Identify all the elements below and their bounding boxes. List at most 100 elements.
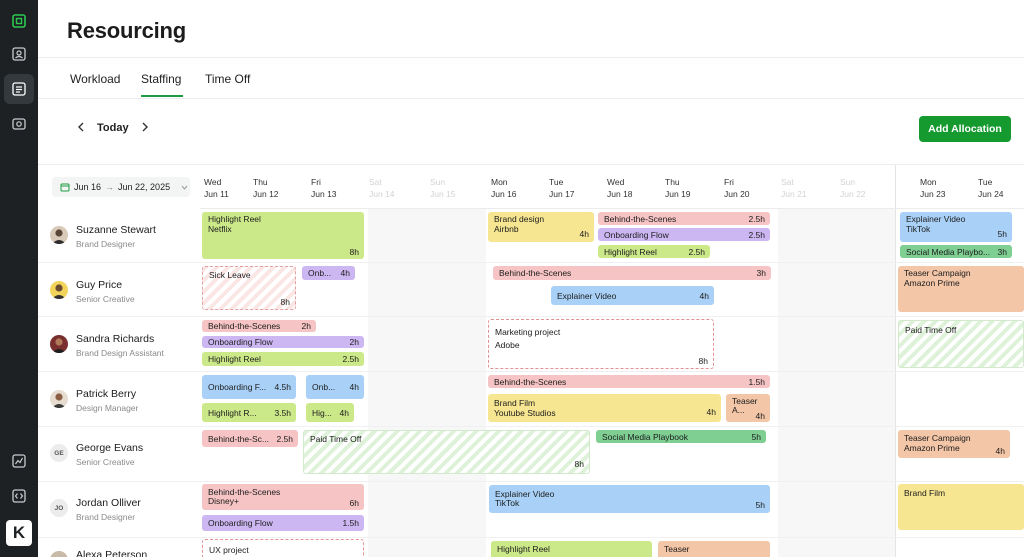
- person-row-header[interactable]: JO Jordan Olliver Brand Designer: [50, 497, 190, 531]
- allocation-block[interactable]: Onb... 4h: [302, 266, 355, 280]
- date-range-picker[interactable]: Jun 16 → Jun 22, 2025: [52, 177, 190, 197]
- day-header: Wed Jun 11: [204, 176, 229, 200]
- allocation-hours: 4h: [706, 407, 716, 417]
- allocation-block[interactable]: Social Media Playbook 5h: [596, 430, 766, 443]
- person-row-header[interactable]: Suzanne Stewart Brand Designer: [50, 224, 190, 258]
- allocation-block[interactable]: Behind-the-Scenes 2h: [202, 320, 316, 332]
- person-name: George Evans: [76, 442, 144, 454]
- allocation-block[interactable]: Highlight R... 3.5h: [202, 403, 296, 422]
- allocation-client: A...: [732, 405, 745, 415]
- allocation-title: Onboarding F...: [208, 382, 267, 392]
- person-row-header[interactable]: Patrick Berry Design Manager: [50, 388, 190, 422]
- allocation-block[interactable]: Behind-the-Sc... 2.5h: [202, 430, 298, 447]
- avatar: GE: [50, 444, 68, 462]
- allocation-block[interactable]: Onboarding Flow 2.5h: [598, 228, 770, 241]
- day-header: Fri Jun 20: [724, 176, 750, 200]
- allocation-hours: 1.5h: [342, 518, 359, 528]
- previous-button[interactable]: [76, 121, 86, 136]
- today-button[interactable]: Today: [97, 122, 129, 134]
- allocation-title: Teaser: [664, 544, 690, 554]
- allocation-hours: 5h: [755, 500, 765, 510]
- allocation-block[interactable]: Onboarding Flow 2h: [202, 336, 364, 348]
- allocation-block[interactable]: Behind-the-Scenes 3h: [493, 266, 771, 280]
- day-date: Jun 12: [253, 189, 279, 199]
- row-divider: [38, 371, 1024, 372]
- nav-billing[interactable]: [4, 109, 34, 139]
- person-row-header[interactable]: GE George Evans Senior Creative: [50, 442, 190, 476]
- row-divider: [38, 426, 1024, 427]
- allocation-block[interactable]: Brand design Airbnb 4h: [488, 212, 594, 242]
- person-name: Sandra Richards: [76, 333, 155, 345]
- allocation-hours: 2.5h: [342, 354, 359, 364]
- allocation-block[interactable]: Behind-the-Scenes Disney+ 6h: [202, 484, 364, 510]
- tab-staffing[interactable]: Staffing: [141, 72, 182, 86]
- allocation-hours: 2.5h: [748, 213, 765, 224]
- allocation-block[interactable]: Explainer Video 4h: [551, 286, 714, 305]
- allocation-block[interactable]: Behind-the-Scenes 2.5h: [598, 212, 770, 225]
- allocation-block[interactable]: Teaser: [658, 541, 770, 557]
- allocation-block[interactable]: UX project: [202, 539, 364, 557]
- day-date: Jun 24: [978, 189, 1004, 199]
- leave-block[interactable]: Paid Time Off: [898, 320, 1024, 368]
- allocation-block[interactable]: Marketing project Adobe 8h: [488, 319, 714, 369]
- add-allocation-button[interactable]: Add Allocation: [919, 116, 1011, 142]
- nav-reports[interactable]: [4, 446, 34, 476]
- allocation-title: Social Media Playbo...: [906, 246, 991, 257]
- person-role: Senior Creative: [76, 294, 135, 304]
- divider: [200, 208, 1024, 209]
- tab-workload[interactable]: Workload: [70, 72, 121, 86]
- allocation-block[interactable]: Onb... 4h: [306, 375, 364, 399]
- leave-block[interactable]: Paid Time Off 8h: [303, 430, 590, 474]
- allocation-hours: 4h: [699, 290, 709, 301]
- allocation-title: Social Media Playbook: [602, 431, 688, 442]
- workspace-logo[interactable]: K: [6, 520, 32, 546]
- allocation-hours: 8h: [574, 459, 584, 469]
- day-header: Sat Jun 14: [369, 176, 395, 200]
- person-name: Alexa Peterson: [76, 549, 148, 557]
- chart-icon: [12, 454, 26, 468]
- allocation-block[interactable]: Teaser A... 4h: [726, 394, 770, 422]
- allocation-block[interactable]: Highlight Reel Netflix 8h: [202, 212, 364, 259]
- day-date: Jun 13: [311, 189, 337, 199]
- allocation-block[interactable]: Explainer Video TikTok 5h: [489, 485, 770, 513]
- allocation-block[interactable]: Hig... 4h: [306, 403, 354, 422]
- allocation-title: Onboarding Flow: [208, 337, 273, 347]
- allocation-title: Behind-the-Scenes: [208, 487, 281, 497]
- chevron-down-icon: [181, 185, 188, 190]
- nav-contacts[interactable]: [4, 39, 34, 69]
- allocation-block[interactable]: Social Media Playbo... 3h: [900, 245, 1012, 258]
- allocation-title: Sick Leave: [209, 270, 251, 280]
- day-date: Jun 21: [781, 189, 807, 199]
- app-logo[interactable]: [4, 6, 34, 36]
- allocation-block[interactable]: Teaser Campaign Amazon Prime 4h: [898, 430, 1010, 458]
- allocation-block[interactable]: Highlight Reel 2.5h: [202, 352, 364, 366]
- allocation-hours: 2.5h: [748, 229, 765, 240]
- leave-block[interactable]: Sick Leave 8h: [202, 266, 296, 310]
- allocation-block[interactable]: Onboarding F... 4.5h: [202, 375, 296, 399]
- nav-integrations[interactable]: [4, 481, 34, 511]
- allocation-hours: 8h: [280, 297, 290, 307]
- person-row-header[interactable]: Guy Price Senior Creative: [50, 279, 190, 313]
- tab-time-off[interactable]: Time Off: [205, 72, 251, 86]
- allocation-title: Explainer Video: [495, 489, 555, 499]
- allocation-block[interactable]: Onboarding Flow 1.5h: [202, 515, 364, 531]
- avatar: JO: [50, 499, 68, 517]
- person-row-header[interactable]: Alexa Peterson: [50, 549, 190, 557]
- allocation-block[interactable]: Highlight Reel: [491, 541, 652, 557]
- day-of-week: Sat: [781, 177, 794, 187]
- person-row-header[interactable]: Sandra Richards Brand Design Assistant: [50, 333, 190, 367]
- allocation-block[interactable]: Brand Film Youtube Studios 4h: [488, 394, 721, 422]
- day-date: Jun 18: [607, 189, 633, 199]
- allocation-block[interactable]: Brand Film: [898, 484, 1024, 530]
- allocation-block[interactable]: Explainer Video TikTok 5h: [900, 212, 1012, 242]
- allocation-block[interactable]: Teaser Campaign Amazon Prime: [898, 266, 1024, 312]
- next-button[interactable]: [140, 121, 150, 136]
- allocation-title: Highlight Reel: [208, 214, 261, 224]
- allocation-hours: 4h: [349, 382, 359, 392]
- allocation-block[interactable]: Highlight Reel 2.5h: [598, 245, 710, 258]
- day-date: Jun 20: [724, 189, 750, 199]
- nav-resourcing[interactable]: [4, 74, 34, 104]
- allocation-block[interactable]: Behind-the-Scenes 1.5h: [488, 375, 770, 388]
- allocation-client: TikTok: [906, 224, 931, 234]
- allocation-hours: 4.5h: [274, 382, 291, 392]
